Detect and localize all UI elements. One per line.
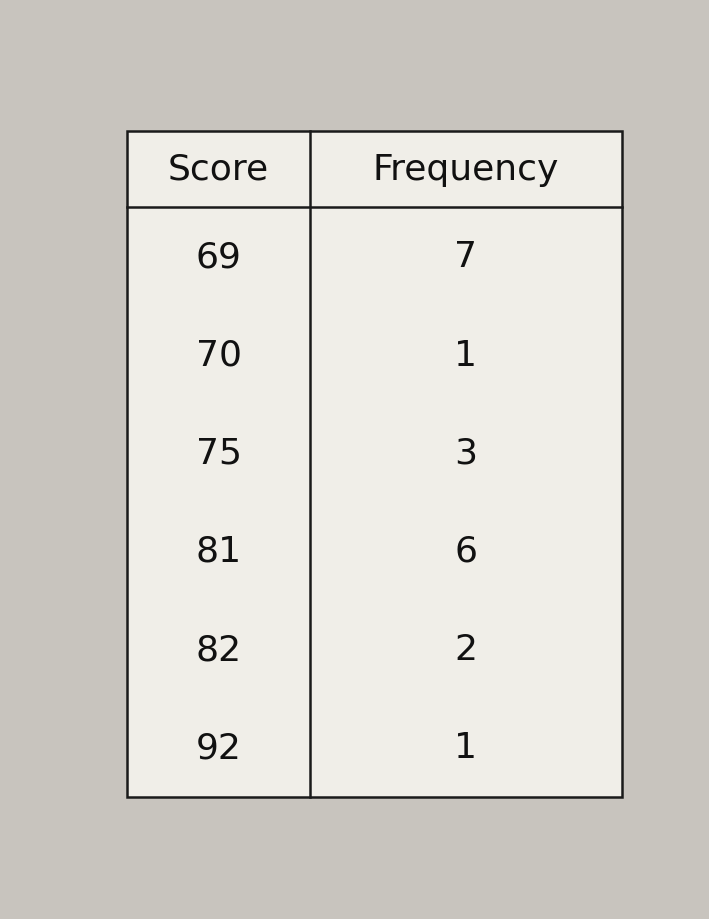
Text: 3: 3: [454, 437, 477, 471]
Text: 75: 75: [196, 437, 242, 471]
Text: 2: 2: [454, 632, 477, 666]
Text: 82: 82: [196, 632, 242, 666]
Text: 1: 1: [454, 731, 477, 765]
Text: 6: 6: [454, 535, 477, 568]
Text: Frequency: Frequency: [373, 153, 559, 187]
Text: 70: 70: [196, 338, 242, 372]
Text: Score: Score: [168, 153, 269, 187]
Text: 81: 81: [196, 535, 242, 568]
Text: 1: 1: [454, 338, 477, 372]
Text: 92: 92: [196, 731, 242, 765]
Text: 7: 7: [454, 240, 477, 274]
Text: 69: 69: [196, 240, 242, 274]
